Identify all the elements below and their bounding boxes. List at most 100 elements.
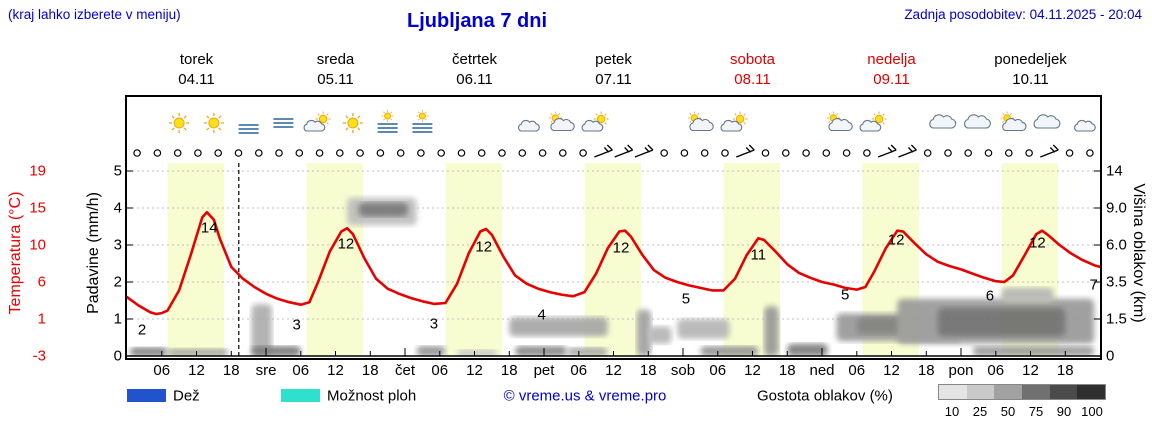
weather-icon-sun-cloud: [303, 111, 331, 132]
temperature-value-label: 12: [887, 231, 905, 249]
precip-type-symbol: [518, 149, 527, 157]
x-hour-label: 06: [153, 362, 171, 379]
x-hour-label: 06: [431, 362, 449, 379]
weather-icon-fog-sun: [412, 110, 433, 133]
weather-icon-moon: [486, 116, 494, 130]
x-hour-label: 12: [466, 362, 483, 379]
temperature-value-label: 4: [537, 306, 546, 324]
precip-type-symbol: [842, 149, 851, 157]
precip-type-symbol: [721, 149, 729, 157]
weather-icons: [139, 110, 1096, 134]
x-hour-label: 12: [744, 362, 761, 379]
precip-type-symbol: [1004, 149, 1013, 157]
weather-icon-moon: [139, 116, 147, 130]
precip-type-symbol: [234, 149, 243, 157]
weather-icon-cloud-sun: [1000, 111, 1027, 132]
precip-tick-label: 5: [113, 162, 122, 180]
cloud-height-tick-label: 3.5: [1106, 273, 1127, 291]
day-date: 05.11: [317, 71, 354, 88]
x-hour-label: 18: [778, 362, 796, 379]
cloud-height-tick-label: 0: [1106, 347, 1115, 365]
x-hour-label: 18: [917, 362, 935, 379]
symbol-row: [133, 144, 1094, 158]
wind-barb-symbol: [634, 144, 654, 158]
precip-type-symbol: [944, 149, 952, 157]
plot-area: [125, 95, 1102, 360]
precip-type-symbol: [255, 149, 263, 157]
x-hour-label: 18: [639, 362, 657, 379]
weather-icon-moon-cloud: [1074, 113, 1096, 132]
menu-hint: (kraj lahko izberete v meniju): [8, 7, 181, 22]
temp-axis-title: Temperatura (°C): [7, 191, 24, 315]
weather-icon-cloud-sun: [687, 111, 714, 132]
day-name: torek: [179, 51, 214, 68]
cloud-density-scale-value: 90: [1056, 404, 1072, 419]
daylight-bands: [167, 163, 1058, 356]
temperature-value-label: 3: [292, 316, 301, 334]
precip-axis-title: Padavine (mm/h): [85, 192, 102, 314]
precip-type-symbol: [680, 149, 689, 157]
precip-type-symbol: [802, 149, 810, 157]
precip-type-symbol: [863, 149, 871, 157]
weather-icon-cloud-sun: [826, 111, 853, 132]
weather-icon-sun-cloud: [859, 111, 887, 132]
precip-tick-label: 1: [113, 310, 122, 328]
wind-barb-symbol: [594, 144, 613, 158]
day-name: ponedeljek: [994, 51, 1067, 68]
precip-type-symbol: [173, 149, 182, 157]
cloud-height-axis-title: Višina oblakov (km): [1130, 183, 1147, 323]
precip-type-symbol: [437, 149, 446, 157]
temp-tick-label: 19: [29, 162, 46, 180]
temperature-value-label: 12: [475, 238, 493, 256]
x-hour-label: 06: [292, 362, 310, 379]
last-update: Zadnja posodobitev: 04.11.2025 - 20:04: [904, 7, 1142, 22]
precip-type-symbol: [700, 149, 709, 157]
cloud-density-scale-value: 50: [1000, 404, 1016, 419]
cloud-density-scale-step: [1077, 385, 1106, 399]
credit-link[interactable]: © vreme.us & vreme.pro: [503, 387, 667, 405]
weather-icon-fog: [273, 118, 294, 128]
precip-type-symbol: [194, 149, 202, 157]
precip-type-symbol: [356, 149, 364, 157]
cloud-density-scale-value: 10: [944, 404, 960, 419]
x-hour-label: 06: [987, 362, 1005, 379]
cloud-height-tick-label: 1.5: [1106, 310, 1127, 328]
x-hour-label: 12: [188, 362, 205, 379]
precip-type-symbol: [579, 149, 587, 157]
temp-tick-label: 10: [29, 236, 46, 254]
weather-icon-sun: [342, 113, 363, 133]
x-hour-label: 06: [570, 362, 588, 379]
day-header-sobota: sobota 08.11: [730, 50, 775, 90]
temp-tick-label: 1: [37, 310, 46, 328]
precip-type-symbol: [153, 149, 162, 157]
weather-icon-sun-cloud: [720, 111, 748, 132]
cloud-density-scale: [938, 384, 1106, 400]
weather-icon-moon: [452, 116, 460, 130]
precip-type-symbol: [1025, 149, 1033, 157]
weather-icon-cloud: [964, 114, 991, 129]
temp-tick-label: 15: [29, 199, 46, 217]
precip-type-symbol: [1086, 149, 1094, 157]
temperature-value-label: 7: [1089, 276, 1098, 294]
cloud-density-areas: [129, 197, 1095, 356]
day-date: 08.11: [734, 71, 771, 88]
wind-barb-symbol: [1040, 144, 1059, 158]
precip-type-symbol: [923, 149, 932, 157]
x-hour-label: 18: [500, 362, 518, 379]
temp-tick-label: 6: [37, 273, 46, 291]
wind-barb-symbol: [898, 144, 917, 158]
weather-icon-moon: [660, 116, 668, 130]
weather-icon-moon: [903, 116, 911, 130]
precip-type-symbol: [761, 149, 770, 157]
x-day-label: sre: [255, 362, 277, 379]
temperature-value-label: 5: [840, 286, 850, 304]
temperature-curve: [127, 210, 1100, 316]
day-name: nedelja: [867, 51, 916, 68]
precip-type-symbol: [964, 149, 973, 157]
weather-icon-sun: [169, 113, 190, 133]
x-hour-label: 06: [709, 362, 727, 379]
weather-icon-fog-sun: [377, 110, 398, 133]
temperature-value-label: 3: [429, 315, 439, 333]
day-date: 04.11: [178, 71, 215, 88]
precip-type-symbol: [396, 149, 405, 157]
